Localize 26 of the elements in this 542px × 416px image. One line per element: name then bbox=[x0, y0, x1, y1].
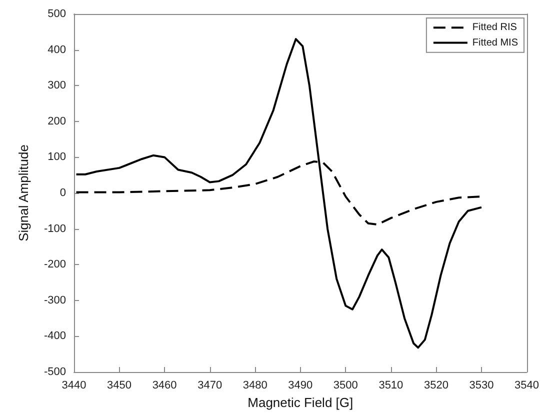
x-tick-label: 3530 bbox=[469, 380, 494, 392]
y-tick-label: 0 bbox=[60, 187, 66, 199]
x-tick-label: 3520 bbox=[424, 380, 448, 392]
x-tick-label: 3450 bbox=[107, 380, 132, 392]
x-tick-label: 3470 bbox=[198, 380, 222, 392]
x-tick-label: 3490 bbox=[288, 380, 313, 392]
y-tick-label: -500 bbox=[44, 366, 66, 378]
legend-label: Fitted RIS bbox=[472, 22, 518, 34]
legend-label: Fitted MIS bbox=[472, 37, 518, 48]
y-tick-label: 400 bbox=[48, 44, 66, 56]
y-axis-title: Signal Amplitude bbox=[16, 144, 31, 242]
y-tick-label: 100 bbox=[48, 151, 66, 164]
y-tick-label: -100 bbox=[44, 222, 66, 235]
x-tick-label: 3510 bbox=[378, 380, 404, 392]
x-tick-label: 3460 bbox=[152, 380, 177, 392]
y-tick-label: 200 bbox=[48, 115, 66, 128]
y-tick-label: -400 bbox=[44, 330, 66, 342]
x-tick-label: 3480 bbox=[242, 380, 268, 392]
y-tick-label: 300 bbox=[48, 80, 66, 92]
x-axis-title: Magnetic Field [G] bbox=[248, 395, 354, 410]
x-tick-label: 3500 bbox=[333, 380, 358, 392]
y-tick-label: 500 bbox=[48, 8, 66, 20]
x-tick-label: 3440 bbox=[62, 380, 86, 392]
y-tick-label: -300 bbox=[44, 294, 66, 306]
y-tick-label: -200 bbox=[44, 258, 66, 271]
x-tick-label: 3540 bbox=[514, 380, 540, 392]
